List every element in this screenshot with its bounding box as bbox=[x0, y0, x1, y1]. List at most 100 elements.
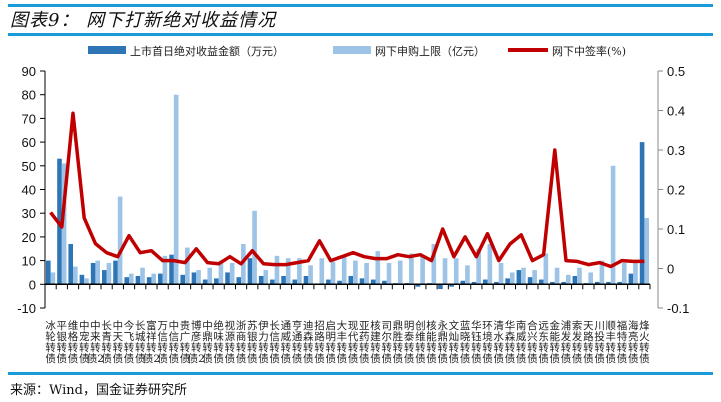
svg-text:长: 长 bbox=[101, 320, 112, 332]
bar-subscription-cap bbox=[397, 260, 403, 285]
svg-text:顺: 顺 bbox=[606, 320, 617, 332]
svg-text:债2: 债2 bbox=[188, 352, 205, 365]
svg-text:转: 转 bbox=[381, 341, 392, 354]
svg-text:债: 债 bbox=[135, 352, 146, 365]
svg-text:转: 转 bbox=[258, 341, 269, 354]
bar-subscription-cap bbox=[207, 267, 213, 285]
bar-first-day-return bbox=[124, 277, 130, 285]
svg-text:力: 力 bbox=[258, 330, 269, 343]
bar-subscription-cap bbox=[577, 267, 582, 285]
svg-text:转: 转 bbox=[169, 341, 180, 354]
svg-text:转: 转 bbox=[404, 341, 415, 354]
svg-text:转: 转 bbox=[247, 341, 258, 354]
svg-text:转: 转 bbox=[359, 341, 370, 354]
legend-label: 上市首日绝对收益金额（万元） bbox=[130, 44, 284, 58]
svg-text:转: 转 bbox=[628, 341, 639, 354]
bar-first-day-return bbox=[628, 273, 634, 285]
svg-text:债2: 债2 bbox=[87, 352, 104, 365]
bar-first-day-return bbox=[258, 276, 264, 285]
left-tick-label: 60 bbox=[22, 135, 36, 150]
svg-text:明: 明 bbox=[325, 331, 336, 343]
left-tick-label: 50 bbox=[22, 159, 36, 174]
bar-first-day-return bbox=[68, 244, 74, 285]
svg-text:现: 现 bbox=[348, 320, 359, 332]
svg-text:债: 债 bbox=[415, 352, 426, 365]
svg-text:福: 福 bbox=[617, 319, 628, 332]
left-tick-label: 80 bbox=[22, 88, 36, 103]
bar-first-day-return bbox=[158, 273, 163, 285]
svg-text:招: 招 bbox=[314, 319, 325, 332]
bar-subscription-cap bbox=[129, 273, 134, 285]
svg-text:亚: 亚 bbox=[359, 320, 370, 332]
svg-text:核: 核 bbox=[426, 319, 437, 332]
bar-subscription-cap bbox=[274, 255, 280, 285]
svg-text:通: 通 bbox=[281, 320, 292, 332]
bar-first-day-return bbox=[415, 284, 421, 287]
svg-text:债: 债 bbox=[594, 352, 605, 365]
chart-legend: 上市首日绝对收益金额（万元） 网下申购上限（亿元） 网下中签率(%) bbox=[88, 44, 626, 58]
bar-subscription-cap bbox=[61, 163, 67, 285]
svg-text:永: 永 bbox=[437, 319, 448, 332]
bar-first-day-return bbox=[46, 260, 51, 285]
svg-text:债: 债 bbox=[381, 352, 392, 365]
svg-text:债: 债 bbox=[157, 352, 168, 365]
svg-text:索: 索 bbox=[572, 319, 583, 332]
svg-text:核: 核 bbox=[370, 319, 381, 332]
svg-text:债: 债 bbox=[583, 352, 594, 365]
x-axis bbox=[44, 283, 651, 290]
bar-subscription-cap bbox=[162, 255, 168, 285]
bar-first-day-return bbox=[79, 274, 85, 285]
svg-text:转: 转 bbox=[236, 341, 247, 354]
right-tick-label: 0.4 bbox=[667, 104, 685, 119]
svg-text:债: 债 bbox=[617, 352, 628, 365]
svg-text:转: 转 bbox=[617, 341, 628, 354]
svg-text:青: 青 bbox=[101, 330, 112, 343]
svg-text:森: 森 bbox=[303, 330, 314, 343]
bar-subscription-cap bbox=[185, 247, 190, 285]
svg-text:转: 转 bbox=[101, 341, 112, 354]
bar-subscription-cap bbox=[498, 262, 504, 285]
bar-subscription-cap bbox=[241, 244, 246, 285]
bar-subscription-cap bbox=[431, 244, 437, 285]
svg-text:转: 转 bbox=[157, 341, 168, 354]
bar-first-day-return bbox=[438, 284, 443, 290]
bar-subscription-cap bbox=[308, 265, 313, 285]
bar-first-day-return bbox=[460, 280, 466, 285]
bar-first-day-return bbox=[482, 279, 488, 285]
svg-text:川: 川 bbox=[594, 320, 605, 332]
svg-text:转: 转 bbox=[426, 341, 437, 354]
svg-text:债: 债 bbox=[169, 352, 180, 365]
svg-text:转: 转 bbox=[325, 341, 336, 354]
svg-text:司: 司 bbox=[381, 320, 392, 332]
svg-text:债: 债 bbox=[247, 352, 258, 365]
svg-text:浦: 浦 bbox=[561, 319, 572, 332]
legend-swatch bbox=[333, 46, 371, 54]
bar-subscription-cap bbox=[297, 258, 302, 285]
bar-subscription-cap bbox=[364, 262, 369, 285]
svg-text:投: 投 bbox=[594, 330, 605, 343]
svg-text:转: 转 bbox=[292, 341, 303, 354]
bar-subscription-cap bbox=[465, 265, 470, 285]
svg-text:转: 转 bbox=[606, 341, 617, 354]
bar-first-day-return bbox=[505, 278, 510, 285]
svg-text:合: 合 bbox=[527, 319, 538, 332]
bar-first-day-return bbox=[527, 277, 533, 285]
bar-first-day-return bbox=[494, 281, 499, 285]
svg-text:丰: 丰 bbox=[337, 330, 348, 343]
legend-item: 网下申购上限（亿元） bbox=[333, 44, 485, 58]
